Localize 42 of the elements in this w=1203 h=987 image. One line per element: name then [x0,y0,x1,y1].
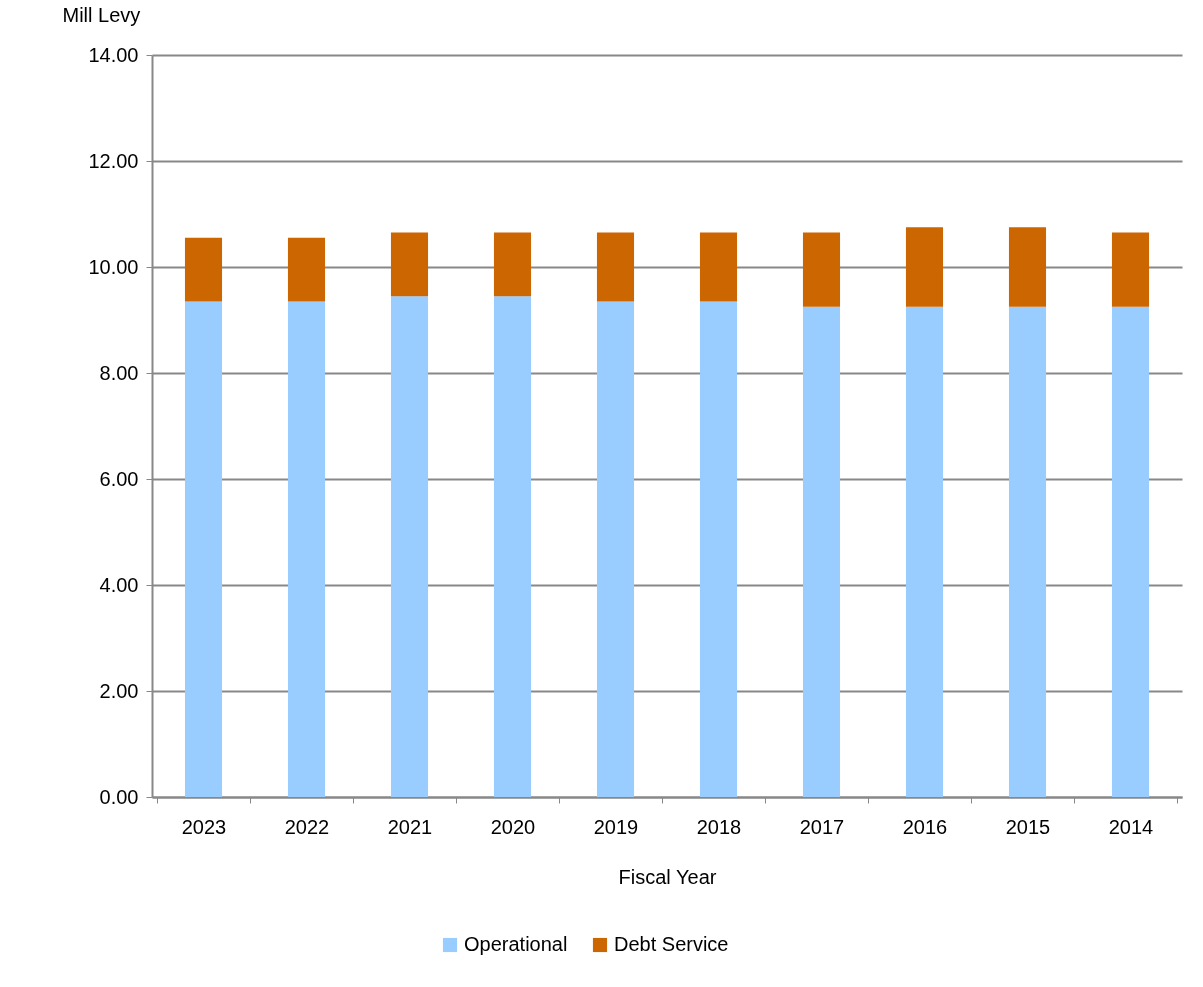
bar [390,232,429,297]
bar [1111,306,1150,797]
bar [287,237,326,302]
bar [699,301,738,797]
bar [184,301,223,797]
x-tick-label: 2015 [1005,815,1051,838]
x-tick-label: 2014 [1108,815,1154,838]
bar [802,306,841,797]
bar [699,232,738,302]
x-tick-label: 2016 [902,815,948,838]
y-tick-label: 10.00 [88,255,139,278]
bar [493,296,532,797]
bar [493,232,532,297]
y-tick-label: 2.00 [99,679,139,702]
y-tick-label: 8.00 [99,361,139,384]
x-tick-label: 2019 [593,815,639,838]
x-tick-label: 2018 [696,815,742,838]
bar [802,232,841,307]
legend-label: Debt Service [614,933,729,955]
x-tick-label: 2021 [387,815,433,838]
bar [1111,232,1150,307]
bar [1008,227,1047,307]
y-tick-label: 14.00 [88,43,139,66]
bar [390,296,429,797]
legend-label: Operational [464,933,568,955]
y-tick-label: 12.00 [88,149,139,172]
bar [184,237,223,302]
x-tick-label: 2022 [284,815,330,838]
y-tick-label: 6.00 [99,467,139,490]
y-axis-title: Mill Levy [62,3,141,26]
y-tick-label: 4.00 [99,573,139,596]
bar [596,232,635,302]
x-tick-label: 2023 [181,815,227,838]
bar [905,306,944,797]
x-tick-label: 2020 [490,815,536,838]
y-tick-label: 0.00 [99,785,139,808]
bar [596,301,635,797]
bar [905,227,944,307]
x-axis-title: Fiscal Year [618,865,717,888]
bar [1008,306,1047,797]
x-tick-label: 2017 [799,815,845,838]
bar [287,301,326,797]
